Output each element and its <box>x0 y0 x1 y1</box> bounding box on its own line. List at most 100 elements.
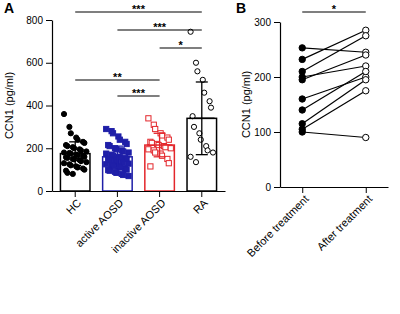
significance-bracket: ** <box>75 71 159 83</box>
tick: Before treatment <box>244 187 310 259</box>
point <box>65 170 70 175</box>
point <box>114 147 119 152</box>
point <box>114 170 119 175</box>
tick: 0 <box>37 186 52 197</box>
tick-mark <box>117 191 118 197</box>
point <box>61 111 66 116</box>
point <box>104 151 109 156</box>
pair-line <box>302 36 366 72</box>
error-bar <box>147 133 173 157</box>
significance-bracket: * <box>302 3 366 15</box>
tick: inactive AOSD <box>109 191 168 255</box>
tick-label: 200 <box>26 143 43 154</box>
tick-mark <box>274 77 280 78</box>
point <box>210 150 215 155</box>
point <box>78 158 83 163</box>
point <box>121 172 126 177</box>
tick-label: 100 <box>254 127 271 138</box>
error-bar <box>105 146 131 167</box>
point <box>299 45 305 51</box>
point <box>363 33 369 39</box>
tick: HC <box>64 191 84 216</box>
tick-mark <box>46 148 52 149</box>
tick: 200 <box>26 143 52 154</box>
point <box>207 99 212 104</box>
y-axis: 0200400600800 <box>26 15 52 197</box>
point <box>198 137 203 142</box>
tick-mark <box>46 106 52 107</box>
tick-label: Before treatment <box>244 193 310 259</box>
point <box>188 154 193 159</box>
point <box>107 168 112 173</box>
tick-mark <box>46 63 52 64</box>
bracket-label: * <box>179 39 184 51</box>
point <box>124 141 129 146</box>
point <box>72 157 77 162</box>
point <box>153 126 158 131</box>
point <box>205 148 210 153</box>
tick-mark <box>75 191 76 197</box>
error-cap <box>154 156 166 157</box>
error-cap <box>154 133 166 134</box>
tick-mark <box>46 20 52 21</box>
tick-label: 0 <box>37 186 43 197</box>
error-cap <box>69 165 81 166</box>
error-bar <box>62 142 88 166</box>
point <box>363 68 369 74</box>
panel: BCCN1 (pg/ml)0100200300Before treatmentA… <box>236 0 389 259</box>
tick-label: inactive AOSD <box>109 197 168 256</box>
axis-line <box>281 187 389 188</box>
mean-line <box>189 118 215 120</box>
point <box>146 147 151 152</box>
point <box>126 150 131 155</box>
significance-bracket: *** <box>117 87 159 99</box>
point <box>65 155 70 160</box>
tick: 0 <box>265 182 280 193</box>
mean-line <box>105 156 131 158</box>
axis-line <box>53 191 226 192</box>
point <box>126 173 131 178</box>
point <box>104 162 109 167</box>
point <box>168 146 173 151</box>
point <box>208 105 213 110</box>
point <box>70 171 75 176</box>
point <box>193 60 198 65</box>
tick-mark <box>46 191 52 192</box>
panel-label: B <box>236 0 246 16</box>
x-axis: HCactive AOSDinactive AOSDRA <box>53 191 226 255</box>
axis-line <box>280 23 281 188</box>
point <box>363 134 369 140</box>
tick: 800 <box>26 15 52 26</box>
tick-label: 300 <box>254 17 271 28</box>
tick: 300 <box>254 17 280 28</box>
pair-line <box>302 72 366 111</box>
tick-label: 800 <box>26 15 43 26</box>
point <box>363 52 369 58</box>
error-cap <box>196 81 208 82</box>
significance-bracket: * <box>160 39 202 51</box>
pair-line <box>302 80 366 124</box>
point <box>104 126 109 131</box>
point <box>84 160 89 165</box>
panel: ACCN1 (pg/ml)0200400600800HCactive AOSDi… <box>3 0 226 255</box>
pair-line <box>302 91 366 130</box>
tick: 100 <box>254 127 280 138</box>
point <box>193 160 198 165</box>
point <box>121 149 126 154</box>
tick: After treatment <box>314 187 374 253</box>
tick-mark <box>201 191 202 197</box>
y-axis-title: CCN1 (pg/ml) <box>3 72 15 139</box>
mean-line <box>62 153 88 155</box>
marks <box>299 27 369 141</box>
axis-line <box>52 21 53 192</box>
x-axis: Before treatmentAfter treatment <box>244 187 388 259</box>
tick: 400 <box>26 100 52 111</box>
pair-line <box>302 55 366 80</box>
point <box>148 164 153 169</box>
point <box>78 148 83 153</box>
bracket-label: ** <box>113 71 122 83</box>
point <box>299 96 305 102</box>
error-cap <box>111 167 123 168</box>
y-axis-title: CCN1 (pg/ml) <box>240 71 252 138</box>
point <box>153 150 158 155</box>
